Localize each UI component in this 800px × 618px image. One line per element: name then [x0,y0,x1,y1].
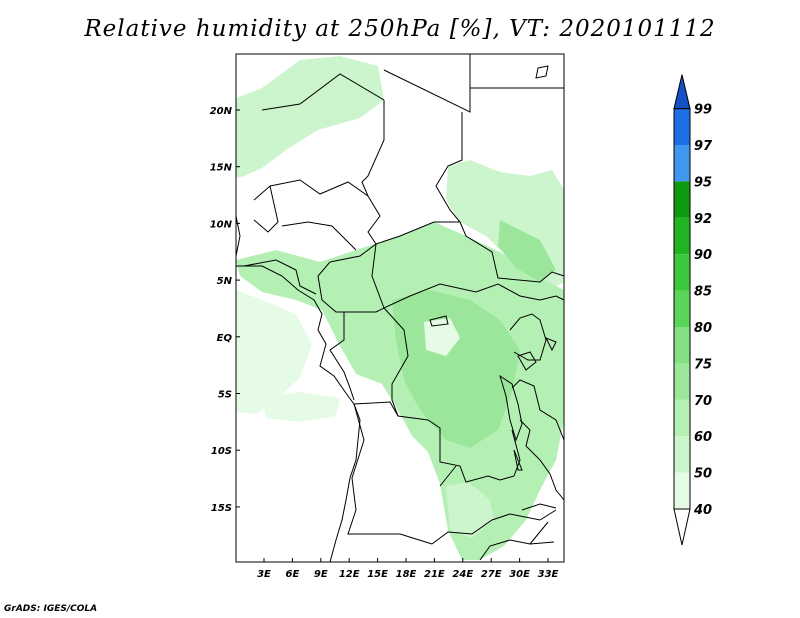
lon-label: 12E [339,569,360,580]
colorbar-label: 85 [694,285,712,300]
lat-label: EQ [217,333,233,344]
colorbar-label: 50 [694,467,712,482]
lat-label: 10S [211,446,232,457]
colorbar-label: 99 [694,103,712,118]
humidity-field-north [236,56,384,178]
lon-label: 33E [538,569,559,580]
country-borders [243,54,565,561]
lat-label: 20N [210,106,233,117]
lat-label: 15N [210,163,233,174]
coastline [235,215,361,563]
colorbar-label: 90 [694,248,712,263]
map-title: Relative humidity at 250hPa [%], VT: 202… [84,16,716,42]
lakes [429,65,557,471]
lon-label: 9E [314,569,328,580]
colorbar-segment [674,436,690,473]
lon-label: 15E [367,569,388,580]
colorbar-label: 60 [694,430,712,445]
colorbar-label: 70 [694,394,712,409]
colorbar-segment [674,290,690,327]
colorbar-segment [674,181,690,218]
colorbar-segment [674,472,690,509]
lat-label: 5S [218,390,232,401]
humidity-core [392,290,520,448]
colorbar-segment [674,108,690,145]
colorbar-label: 75 [694,357,712,372]
grads-credit: GrADS: IGES/COLA [4,604,98,614]
lat-label: 15S [211,503,232,514]
colorbar-label: 95 [694,175,712,190]
lon-label: 30E [509,569,530,580]
colorbar-segment-below [673,508,691,546]
colorbar: 40 50 60 70 75 80 85 90 92 95 97 99 [673,74,713,546]
colorbar-label: 80 [694,321,712,336]
humidity-dry-patch [424,318,460,356]
colorbar-segment [674,254,690,291]
lon-label: 6E [286,569,300,580]
colorbar-label: 40 [693,503,712,518]
humidity-core-east [498,220,556,282]
latitude-axis: 20N 15N 10N 5N EQ 5S 10S 15S [210,106,240,514]
lat-label: 10N [210,219,233,230]
colorbar-label: 97 [694,139,713,154]
colorbar-frame [673,108,691,510]
humidity-field-south [446,482,494,538]
lon-label: 18E [396,569,417,580]
map-frame [235,53,565,563]
longitude-axis: 3E 6E 9E 12E 15E 18E 21E 24E 27E 30E 33E [257,558,559,580]
colorbar-segment [674,327,690,364]
lon-label: 24E [452,569,473,580]
humidity-shading [236,56,564,560]
lon-label: 21E [424,569,445,580]
lat-label: 5N [217,276,233,287]
lon-label: 3E [257,569,271,580]
humidity-field-southwest [262,392,340,422]
colorbar-label: 92 [694,212,712,227]
colorbar-segment [674,363,690,400]
colorbar-segment [674,145,690,182]
colorbar-segment [674,217,690,255]
humidity-field-west [236,290,312,414]
lon-label: 27E [481,569,502,580]
colorbar-segment [674,399,690,437]
colorbar-segment-above [673,74,691,110]
